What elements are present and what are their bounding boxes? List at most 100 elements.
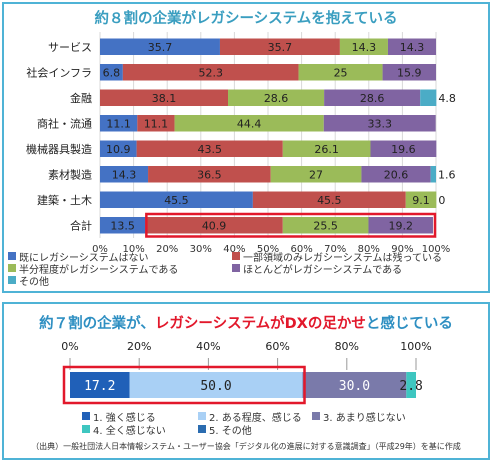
chart1-data-label: 15.9 xyxy=(397,66,422,79)
chart1-legend-swatch xyxy=(8,252,16,260)
chart2-title: 約７割の企業が、レガシーシステムがDXの足かせと感じている xyxy=(4,312,488,333)
chart1-data-label: 52.3 xyxy=(198,66,223,79)
chart1-x-tick: 30% xyxy=(190,244,212,255)
chart1-category-label: 商社・流通 xyxy=(37,116,92,130)
chart1-data-label: 26.1 xyxy=(314,143,339,156)
chart2-legend-swatch xyxy=(198,425,206,433)
chart1-bar-segment xyxy=(324,89,421,106)
chart1-bar-segment xyxy=(100,191,253,208)
chart1-bar-segment xyxy=(298,64,383,81)
chart1-bar-segment xyxy=(100,64,123,81)
chart1-data-label: 6.8 xyxy=(103,66,121,79)
chart2-data-label: 50.0 xyxy=(200,379,231,394)
chart1-bar-segment xyxy=(252,191,406,208)
chart1-data-label: 27 xyxy=(309,168,323,181)
chart1-bar-segment xyxy=(100,166,149,183)
chart1-bar-segment xyxy=(339,38,388,55)
chart2-legend-item: 3. あまり感じない xyxy=(312,410,406,424)
chart1-bar-segment xyxy=(100,115,138,132)
chart1-bar-segment xyxy=(219,38,340,55)
chart1-bar-segment xyxy=(323,115,436,132)
chart1-data-label: 14.3 xyxy=(112,168,137,181)
chart1-bar-segment xyxy=(370,140,437,157)
chart1-data-label: 33.3 xyxy=(367,117,392,130)
chart1-x-tick: 50% xyxy=(257,244,279,255)
chart1-data-label: 43.5 xyxy=(197,143,222,156)
chart1-category-label: サービス xyxy=(48,41,92,54)
chart1-legend-item: 半分程度がレガシーシステムである xyxy=(8,262,179,276)
chart2-legend-swatch xyxy=(198,412,206,420)
chart1-legend-label: 既にレガシーシステムはない xyxy=(19,252,149,264)
chart1-legend-swatch xyxy=(8,276,16,284)
chart1-category-label: 建築・土木 xyxy=(37,193,92,207)
legacy-system-chart-panel: 約８割の企業がレガシーシステムを抱えている サービス 35.7 35.7 14.3 14… xyxy=(2,2,490,293)
chart1-bar-segment xyxy=(420,89,437,106)
chart1-legend-item: 既にレガシーシステムはない xyxy=(8,250,149,264)
chart2-x-tick: 80% xyxy=(335,340,359,353)
chart2-legend-label: 1. 強く感じる xyxy=(93,412,156,424)
chart1-legend-label: 一部領域のみレガシーシステムは残っている xyxy=(243,252,442,264)
chart1-bar-segment xyxy=(148,166,271,183)
chart2-x-tick: 20% xyxy=(127,340,151,353)
chart2-legend-item: 1. 強く感じる xyxy=(82,410,156,424)
chart1-bar-segment xyxy=(282,140,371,157)
chart1-data-label: 10.9 xyxy=(106,143,131,156)
chart1-data-label: 36.5 xyxy=(197,168,222,181)
chart2-legend-label: 2. ある程度、感じる xyxy=(209,412,302,424)
chart1-legend-label: 半分程度がレガシーシステムである xyxy=(19,264,179,276)
chart1-x-tick: 90% xyxy=(391,244,413,255)
chart2-x-tick: 100% xyxy=(400,340,431,353)
chart2-legend-swatch xyxy=(312,412,320,420)
source-note: （出典）一般社団法人日本情報システム・ユーザー協会「デジタル化の進展に対する意識… xyxy=(31,442,461,451)
chart1-legend-swatch xyxy=(8,264,16,272)
chart1-category-label: 合計 xyxy=(70,218,92,232)
chart1-data-label: 4.8 xyxy=(438,92,456,105)
chart1-bar-segment xyxy=(228,89,325,106)
chart2-bar-segment xyxy=(129,372,303,398)
chart2-bar-segment xyxy=(70,372,130,398)
chart1-data-label: 9.1 xyxy=(412,194,430,207)
chart1-x-tick: 100% xyxy=(422,244,451,255)
chart1-data-label: 14.3 xyxy=(352,41,377,54)
chart2-x-tick: 60% xyxy=(265,340,289,353)
chart1-bar-segment xyxy=(430,166,436,183)
chart1-bar-segment xyxy=(174,115,324,132)
chart1-x-tick: 60% xyxy=(290,244,312,255)
chart1-bar-segment xyxy=(100,140,137,157)
chart1-data-label: 11.1 xyxy=(144,117,169,130)
chart1-x-tick: 80% xyxy=(358,244,380,255)
chart1-bar-segment xyxy=(368,217,433,234)
chart1-category-label: 社会インフラ xyxy=(26,65,92,79)
chart2-plot: 0% 20% 40% 60% 80% 100% 17.2 50.0 30.0 2.8 xyxy=(61,340,432,405)
chart1-category-label: 機械器具製造 xyxy=(26,142,92,156)
chart1-bar-segment xyxy=(100,38,220,55)
chart1-bar-segment xyxy=(282,217,369,234)
chart2-legend: 1. 強く感じる 2. ある程度、感じる 3. あまり感じない 4. 全く感じない 5.… xyxy=(82,410,482,440)
chart1-data-label: 25 xyxy=(334,66,348,79)
chart2-title-part2: レガシーシステムがDXの足かせ xyxy=(154,316,366,332)
chart1-data-label: 45.5 xyxy=(317,194,342,207)
chart1-legend-swatch xyxy=(232,252,240,260)
chart2-data-label: 2.8 xyxy=(399,379,422,394)
chart2-title-part1: 約７割の企業が、 xyxy=(39,316,155,332)
chart1-data-label: 20.6 xyxy=(384,168,409,181)
chart1-legend: 既にレガシーシステムはない 一部領域のみレガシーシステムは残っている半分程度がレガ… xyxy=(8,250,488,294)
chart1-legend-item: 一部領域のみレガシーシステムは残っている xyxy=(232,250,442,264)
chart1-data-label: 11.1 xyxy=(106,117,131,130)
chart1-legend-swatch xyxy=(232,264,240,272)
chart1-bar-segment xyxy=(145,217,283,234)
chart1-data-label: 35.7 xyxy=(148,41,173,54)
chart2-x-tick: 0% xyxy=(61,340,78,353)
chart1-x-tick: 70% xyxy=(324,244,346,255)
chart1-category-label: 金融 xyxy=(70,91,92,105)
chart1-x-tick: 20% xyxy=(156,244,178,255)
chart1-legend-item: その他 xyxy=(8,274,49,288)
chart1-bar-segment xyxy=(270,166,362,183)
chart2-data-label: 17.2 xyxy=(84,379,115,394)
chart1-legend-label: その他 xyxy=(19,276,49,288)
chart1-data-label: 14.3 xyxy=(400,41,425,54)
chart1-legend-label: ほとんどがレガシーシステムである xyxy=(243,264,403,276)
chart1-category-label: 素材製造 xyxy=(48,167,92,181)
chart1-x-tick: 10% xyxy=(122,244,144,255)
chart2-data-label: 30.0 xyxy=(339,379,370,394)
